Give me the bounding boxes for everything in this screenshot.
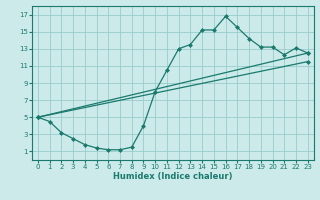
X-axis label: Humidex (Indice chaleur): Humidex (Indice chaleur) xyxy=(113,172,233,181)
